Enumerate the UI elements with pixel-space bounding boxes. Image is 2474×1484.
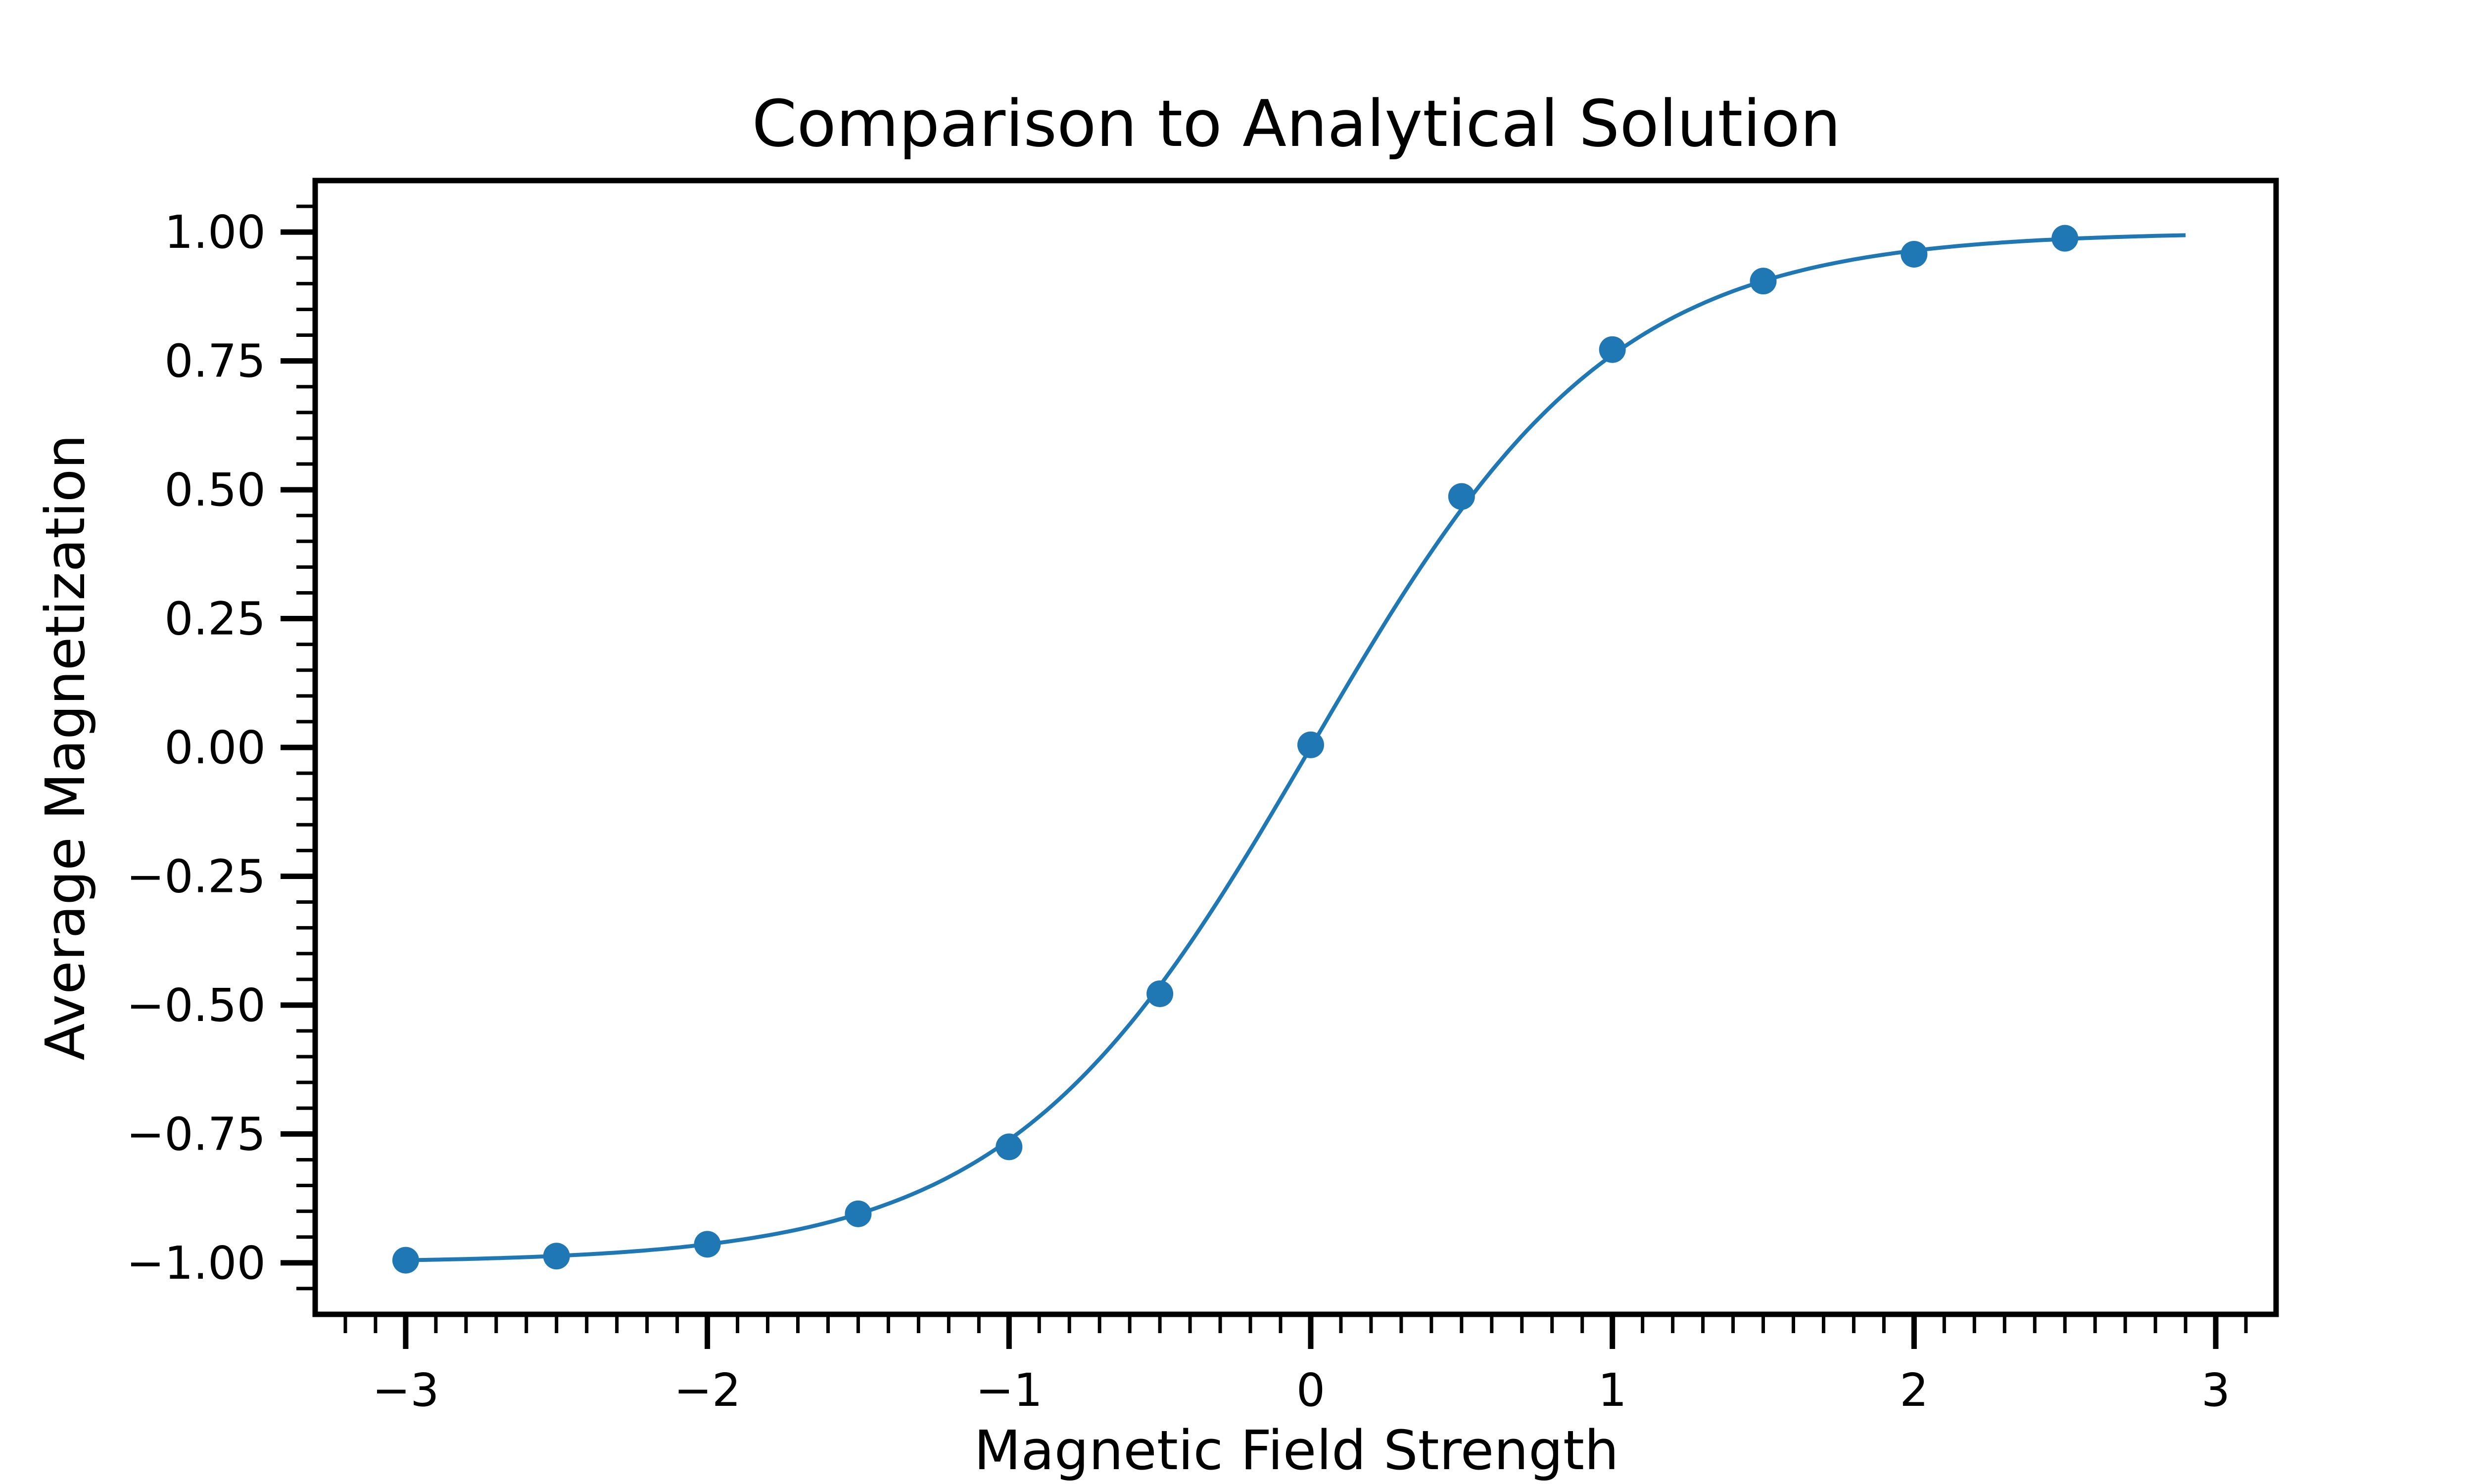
data-point [1146,980,1174,1007]
y-tick-label: 0.50 [164,464,266,516]
data-point [1297,731,1324,758]
data-point [1901,240,1928,268]
y-tick-label: 0.75 [164,335,266,388]
y-tick-label: 0.00 [164,721,266,774]
y-tick-label: −0.25 [126,850,266,903]
y-tick-label: −0.75 [126,1108,266,1160]
plot-frame [312,178,2279,1317]
x-tick-label: −2 [674,1364,741,1417]
x-tick-label: 0 [1296,1364,1326,1417]
x-tick-label: 3 [2201,1364,2231,1417]
data-point [392,1247,419,1274]
y-axis-label: Average Magnetization [34,434,97,1061]
plot-area [392,225,2186,1274]
axis-ticks: −3 −2 −1 0 1 2 3 −1.00 −0.75 −0.50 −0.25 0.00 0.25 0.… [126,204,2248,1417]
chart-title: Comparison to Analytical Solution [752,86,1841,161]
data-point [1750,268,1777,295]
x-tick-label: 2 [1900,1364,1929,1417]
x-tick-label: −3 [372,1364,439,1417]
data-point [996,1133,1023,1160]
data-point [694,1231,721,1258]
data-point [845,1200,872,1227]
data-point [543,1243,570,1270]
y-tick-label: −1.00 [126,1237,266,1290]
data-point [1599,336,1626,363]
y-tick-label: 1.00 [164,206,266,259]
data-point [2051,225,2079,252]
y-tick-label: −0.50 [126,979,266,1032]
x-tick-label: 1 [1598,1364,1627,1417]
x-tick-label: −1 [975,1364,1043,1417]
y-tick-label: 0.25 [164,593,266,646]
data-point [1448,483,1475,510]
x-axis-label: Magnetic Field Strength [974,1419,1618,1482]
